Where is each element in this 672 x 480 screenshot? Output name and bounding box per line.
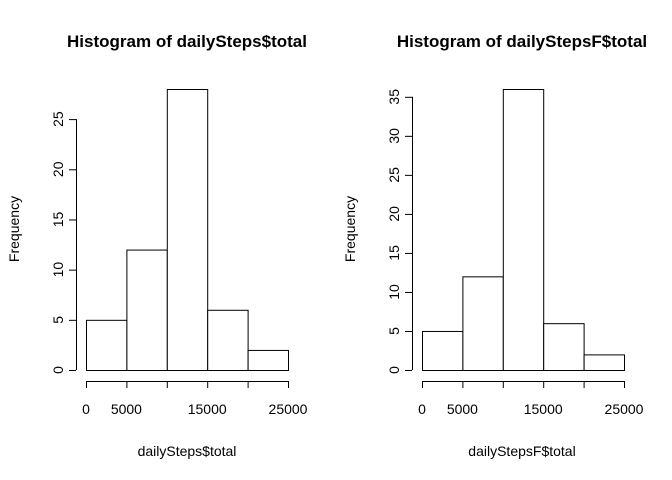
histogram-panel-daily-steps: Histogram of dailySteps$total dailySteps… [6,32,308,459]
x-tick-label: 15000 [188,401,227,417]
y-tick-label: 15 [386,245,402,261]
histogram-bar [422,330,464,372]
histogram-bar [247,349,290,371]
histogram-bar [166,89,209,371]
x-tick-label: 5000 [111,401,142,417]
y-tick-label: 20 [386,206,402,222]
x-tick-label: 15000 [524,401,563,417]
y-tick-label: 0 [50,366,66,374]
x-axis: 0 5000 15000 25000 [418,381,644,417]
y-tick-label: 5 [386,327,402,335]
histogram-bar [126,249,168,371]
y-tick-label: 20 [50,161,66,177]
chart-title: Histogram of dailyStepsF$total [397,32,647,51]
y-axis: 0 5 10 15 20 25 30 35 [386,89,413,374]
histogram-bar [86,319,128,372]
x-tick-label: 0 [82,401,90,417]
histogram-bar [462,276,504,372]
bar-group [86,89,290,372]
x-tick-label: 25000 [269,401,308,417]
y-tick-label: 25 [386,167,402,183]
histogram-bar [583,354,625,371]
y-tick-label: 35 [386,89,402,105]
histogram-bar [207,309,249,371]
x-axis: 0 5000 15000 25000 [82,381,308,417]
y-tick-label: 0 [386,366,402,374]
bar-group [422,89,625,372]
x-tick-label: 25000 [605,401,644,417]
y-tick-label: 10 [386,284,402,300]
y-tick-label: 5 [50,316,66,324]
y-axis: 0 5 10 15 20 25 [50,111,77,374]
chart-title: Histogram of dailySteps$total [67,32,307,51]
y-tick-label: 10 [50,262,66,278]
y-tick-label: 25 [50,111,66,127]
x-tick-label: 0 [418,401,426,417]
x-axis-label: dailySteps$total [138,443,237,459]
histogram-bar [502,89,545,371]
y-tick-label: 15 [50,211,66,227]
histogram-bar [543,323,585,371]
histogram-panel-daily-steps-f: Histogram of dailyStepsF$total dailyStep… [342,32,647,459]
x-tick-label: 5000 [447,401,478,417]
y-axis-label: Frequency [342,196,358,262]
y-axis-label: Frequency [6,196,22,262]
x-axis-label: dailyStepsF$total [468,443,575,459]
y-tick-label: 30 [386,128,402,144]
